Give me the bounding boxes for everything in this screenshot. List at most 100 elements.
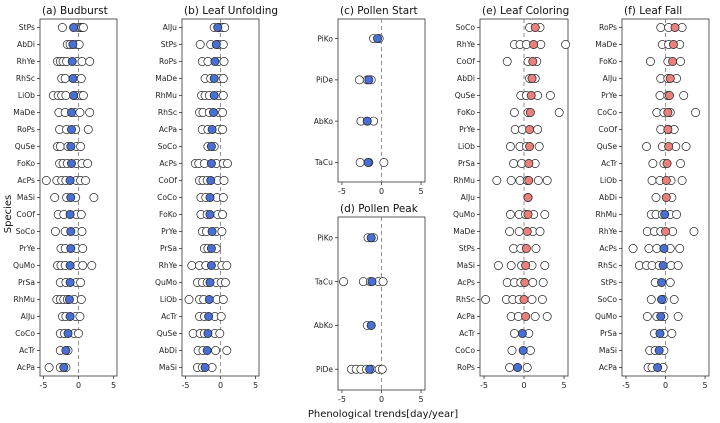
station-point	[646, 57, 655, 66]
station-point	[41, 176, 51, 185]
mean-point	[366, 320, 376, 330]
panel-title: (e) Leaf Coloring	[482, 5, 569, 17]
station-point	[78, 91, 88, 100]
station-point	[220, 278, 230, 287]
station-point	[219, 176, 229, 185]
species-label: PrYe	[601, 91, 617, 100]
species-label: AlJu	[603, 74, 618, 83]
species-label: AcTr	[601, 159, 618, 168]
station-point	[219, 57, 229, 66]
mean-point	[207, 125, 217, 134]
station-point	[665, 278, 675, 287]
station-point	[76, 142, 86, 151]
species-label: RoPs	[457, 363, 475, 372]
station-point	[514, 227, 524, 236]
station-point	[537, 295, 547, 304]
mean-point	[66, 142, 76, 151]
mean-point	[665, 74, 675, 83]
station-point	[533, 176, 543, 185]
station-point	[85, 108, 95, 117]
species-label: RhMu	[454, 176, 476, 185]
species-label: FoKo	[17, 159, 35, 168]
species-label: RhYe	[159, 261, 178, 270]
station-point	[681, 142, 691, 151]
station-point	[77, 57, 87, 66]
mean-point	[206, 142, 216, 151]
mean-point	[59, 363, 69, 372]
station-point	[528, 278, 538, 287]
station-point	[673, 312, 683, 321]
station-point	[561, 40, 571, 49]
x-tick-label: 5	[111, 381, 116, 390]
station-point	[545, 91, 555, 100]
x-tick-label: 0	[379, 395, 384, 404]
mean-point	[364, 75, 374, 85]
panel-title: (d) Pollen Peak	[340, 203, 419, 215]
species-label: PrYe	[459, 125, 475, 134]
species-label: QuSe	[455, 91, 476, 100]
species-label: RhMu	[156, 91, 178, 100]
mean-point	[521, 244, 531, 253]
mean-point	[68, 74, 78, 83]
species-label: RhMu	[14, 295, 36, 304]
x-tick-label: -5	[622, 381, 630, 390]
panel-title: (c) Pollen Start	[340, 5, 418, 17]
station-point	[672, 210, 682, 219]
station-point	[655, 91, 665, 100]
mean-point	[65, 312, 75, 321]
mean-point	[526, 91, 536, 100]
mean-point	[205, 278, 215, 287]
mean-point	[67, 108, 76, 117]
species-label: SoCo	[16, 227, 36, 236]
mean-point	[366, 233, 376, 243]
station-point	[691, 108, 701, 117]
station-point	[542, 176, 552, 185]
station-point	[218, 125, 228, 134]
species-label: LiOb	[600, 176, 617, 185]
station-point	[218, 108, 228, 117]
station-point	[538, 278, 548, 287]
mean-point	[661, 227, 670, 236]
station-point	[507, 346, 517, 355]
species-label: RhSc	[158, 108, 177, 117]
station-point	[81, 176, 90, 185]
x-tick-label: 0	[379, 187, 384, 196]
station-point	[542, 312, 552, 321]
station-point	[505, 227, 515, 236]
station-point	[50, 227, 60, 236]
station-point	[215, 329, 225, 338]
species-label: PrSa	[458, 159, 475, 168]
species-label: AcPa	[599, 363, 617, 372]
station-point	[677, 176, 687, 185]
mean-point	[66, 193, 76, 202]
station-point	[218, 91, 228, 100]
species-label: RhSc	[16, 74, 35, 83]
station-point	[89, 193, 99, 202]
species-label: TaCu	[314, 158, 333, 167]
x-tick-label: 5	[253, 381, 258, 390]
x-tick-label: 5	[418, 395, 423, 404]
species-label: StPs	[19, 23, 35, 32]
station-point	[675, 244, 685, 253]
species-label: CoCo	[15, 329, 35, 338]
station-point	[628, 244, 638, 253]
species-label: PrSa	[160, 244, 177, 253]
station-point	[187, 261, 197, 270]
panel-c: (c) Pollen Start -5 0 5 PiKo PiDe AbKo TaCu	[314, 5, 426, 196]
mean-point	[213, 23, 223, 32]
mean-point	[520, 278, 530, 287]
mean-point	[367, 277, 377, 287]
x-tick-label: -5	[40, 381, 48, 390]
mean-point	[66, 227, 76, 236]
species-label: AcTr	[161, 312, 178, 321]
station-point	[195, 40, 205, 49]
mean-point	[663, 125, 673, 134]
species-label: RhSc	[598, 261, 617, 270]
station-point	[222, 261, 232, 270]
species-label: StPs	[161, 40, 177, 49]
species-label: PrSa	[18, 278, 35, 287]
station-point	[354, 75, 364, 85]
station-point	[218, 74, 228, 83]
panel-e: (e) Leaf Coloring -5 0 5 SoCo RhYe CoOf AbDi QuS…	[453, 5, 571, 390]
mean-point	[656, 312, 666, 321]
